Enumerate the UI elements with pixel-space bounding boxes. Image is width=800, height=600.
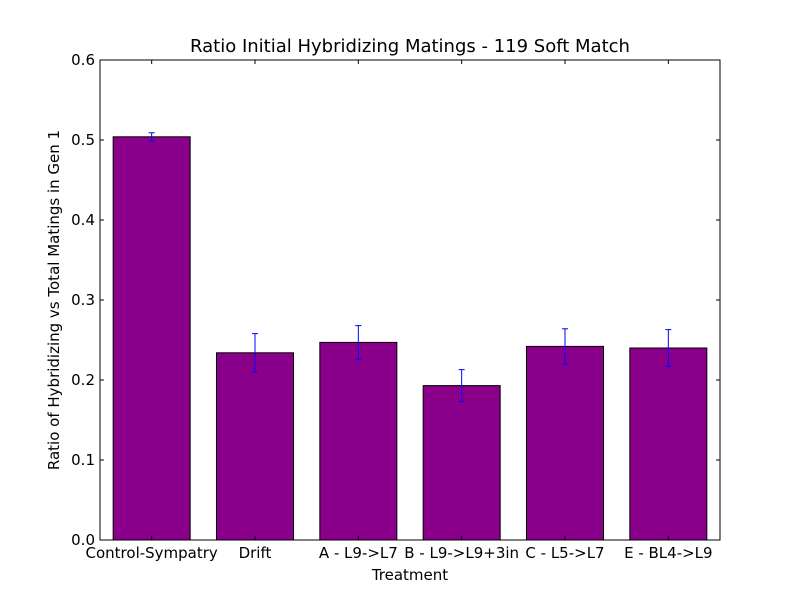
x-tick-label: E - BL4->L9: [624, 544, 713, 562]
error-bar: [562, 328, 568, 365]
bar: [629, 347, 708, 541]
y-tick-label: 0.3: [71, 291, 95, 309]
y-tick-label: 0.0: [71, 531, 95, 549]
bar: [112, 136, 191, 541]
y-tick-label: 0.6: [71, 51, 95, 69]
error-bar: [148, 132, 155, 142]
bar: [216, 352, 294, 541]
bars-layer: [112, 136, 708, 541]
y-axis-label: Ratio of Hybridizing vs Total Matings in…: [45, 130, 63, 470]
y-tick-label: 0.5: [71, 131, 95, 149]
x-tick-label: A - L9->L7: [319, 544, 398, 562]
y-tick-label: 0.1: [71, 451, 95, 469]
error-bar: [252, 333, 258, 373]
bar: [319, 341, 398, 541]
error-bar: [355, 325, 362, 360]
chart-title: Ratio Initial Hybridizing Matings - 119 …: [190, 36, 630, 57]
plot-frame: [99, 59, 721, 541]
ticks-layer: [100, 59, 720, 541]
y-tick-label: 0.2: [71, 371, 95, 389]
x-axis-label: Treatment: [371, 566, 448, 584]
bar: [422, 385, 501, 541]
x-tick-label: C - L5->L7: [525, 544, 604, 562]
error-bars-layer: [148, 132, 672, 403]
tick-labels-layer: Control-Sympatry Drift A - L9->L7 B - L9->L…: [71, 51, 712, 562]
error-bar: [458, 369, 465, 403]
x-tick-label: Control-Sympatry: [86, 544, 218, 562]
bar: [526, 345, 604, 541]
y-tick-label: 0.4: [71, 211, 95, 229]
x-tick-label: Drift: [239, 544, 272, 562]
x-tick-label: B - L9->L9+3in: [404, 544, 519, 562]
error-bar: [665, 329, 672, 367]
